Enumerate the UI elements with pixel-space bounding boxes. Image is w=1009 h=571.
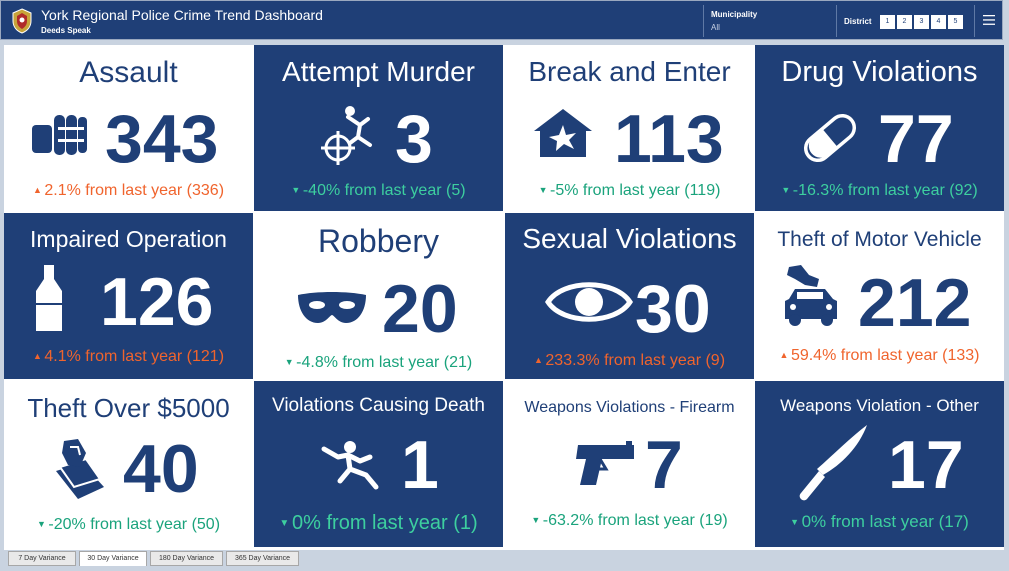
card-value: 17	[888, 427, 964, 503]
fist-icon	[32, 115, 87, 155]
crosshair-falling-person-icon	[321, 106, 372, 165]
card-title: Attempt Murder	[282, 56, 475, 87]
district-label: District	[844, 17, 872, 26]
card-value: 40	[123, 431, 199, 507]
tab-30-day-variance[interactable]: 30 Day Variance	[79, 551, 147, 566]
card-title: Drug Violations	[781, 56, 978, 88]
card-change: ▼ -20% from last year (50)	[36, 516, 221, 533]
falling-person-icon	[321, 441, 379, 490]
increase-arrow-icon: ▲	[32, 351, 45, 361]
page-title: York Regional Police Crime Trend Dashboa…	[41, 7, 323, 23]
tab-365-day-variance[interactable]: 365 Day Variance	[226, 551, 299, 566]
card-value: 113	[614, 101, 724, 177]
increase-arrow-icon: ▲	[779, 350, 791, 360]
card-change: ▼ -63.2% from last year (19)	[531, 512, 728, 529]
card-title: Weapons Violations - Firearm	[524, 399, 735, 416]
decrease-arrow-icon: ▼	[781, 185, 793, 195]
card-value: 7	[645, 427, 683, 503]
decrease-arrow-icon: ▼	[531, 515, 543, 525]
card-title: Impaired Operation	[30, 226, 227, 252]
hamburger-menu-icon[interactable]	[983, 15, 995, 25]
card-value: 20	[382, 271, 458, 347]
dashboard-header: York Regional Police Crime Trend Dashboa…	[0, 0, 1003, 40]
card-theft-of-motor-vehicle: Theft of Motor Vehicle 212 ▲ 59.4% from …	[755, 213, 1004, 379]
card-change: ▲ 233.3% from last year (9)	[533, 352, 726, 369]
district-button-3[interactable]: 3	[914, 15, 929, 29]
card-value: 1	[401, 427, 439, 503]
card-theft-over-5000: Theft Over $5000 40 ▼ -20% from last yea…	[4, 381, 253, 547]
card-value: 30	[635, 271, 711, 347]
card-change: ▼ -16.3% from last year (92)	[781, 182, 978, 199]
card-change: ▲ 2.1% from last year (336)	[32, 182, 225, 199]
card-drug-violations: Drug Violations 77 ▼ -16.3% from last ye…	[755, 45, 1004, 211]
card-attempt-murder: Attempt Murder 3 ▼ -40% from last year (…	[254, 45, 503, 211]
card-change: ▼ -4.8% from last year (21)	[284, 354, 473, 371]
card-change: ▲ 4.1% from last year (121)	[32, 348, 225, 365]
card-value: 77	[878, 101, 954, 177]
district-button-1[interactable]: 1	[880, 15, 895, 29]
decrease-arrow-icon: ▼	[284, 357, 297, 367]
card-title: Assault	[79, 56, 178, 89]
card-value: 3	[395, 101, 433, 177]
card-change: ▼ 0% from last year (1)	[279, 512, 478, 534]
police-crest-icon	[12, 8, 32, 34]
card-weapons-violations-firearm: Weapons Violations - Firearm 7 ▼ -63.2% …	[505, 381, 754, 547]
pill-icon	[803, 113, 857, 163]
card-title: Robbery	[318, 223, 439, 259]
card-weapons-violation-other: Weapons Violation - Other 17 ▼ 0% from l…	[755, 381, 1004, 547]
card-sexual-violations: Sexual Violations 30 ▲ 233.3% from last …	[505, 213, 754, 379]
card-break-and-enter: Break and Enter 113 ▼ -5% from last year…	[505, 45, 754, 211]
municipality-label: Municipality	[711, 10, 758, 19]
eye-icon	[545, 282, 633, 322]
hand-money-icon	[56, 439, 104, 499]
decrease-arrow-icon: ▼	[36, 519, 49, 529]
card-title: Theft of Motor Vehicle	[777, 228, 982, 251]
bottle-icon	[36, 265, 62, 331]
card-value: 126	[100, 264, 214, 340]
card-title: Weapons Violation - Other	[780, 396, 979, 415]
card-change: ▼ 0% from last year (17)	[790, 512, 969, 531]
card-change: ▼ -5% from last year (119)	[538, 182, 721, 199]
header-divider	[703, 5, 704, 37]
page-subtitle: Deeds Speak	[41, 26, 91, 35]
decrease-arrow-icon: ▼	[538, 185, 550, 195]
decrease-arrow-icon: ▼	[279, 518, 293, 529]
tab-180-day-variance[interactable]: 180 Day Variance	[150, 551, 223, 566]
mask-icon	[298, 292, 366, 323]
hand-car-icon	[785, 265, 837, 326]
card-value: 212	[858, 265, 972, 341]
card-change: ▲ 59.4% from last year (133)	[779, 347, 980, 364]
card-title: Sexual Violations	[522, 223, 737, 254]
card-value: 343	[105, 101, 219, 177]
card-title: Break and Enter	[528, 56, 731, 87]
card-robbery: Robbery 20 ▼ -4.8% from last year (21)	[254, 213, 503, 379]
district-button-5[interactable]: 5	[948, 15, 963, 29]
house-break-icon	[534, 109, 592, 157]
card-change: ▼ -40% from last year (5)	[291, 182, 466, 199]
card-title: Theft Over $5000	[27, 393, 230, 423]
header-divider	[974, 5, 975, 37]
decrease-arrow-icon: ▼	[291, 185, 303, 195]
tab-7-day-variance[interactable]: 7 Day Variance	[8, 551, 76, 566]
handgun-icon	[576, 441, 634, 485]
municipality-selector[interactable]: All	[711, 23, 720, 32]
decrease-arrow-icon: ▼	[790, 517, 802, 527]
card-impaired-operation: Impaired Operation 126 ▲ 4.1% from last …	[4, 213, 253, 379]
indicator-grid: Assault 343 ▲ 2.1% from last year (336) …	[4, 45, 1004, 550]
card-assault: Assault 343 ▲ 2.1% from last year (336)	[4, 45, 253, 211]
increase-arrow-icon: ▲	[32, 185, 45, 195]
district-button-4[interactable]: 4	[931, 15, 946, 29]
knife-icon	[799, 425, 867, 501]
card-title: Violations Causing Death	[271, 395, 485, 416]
header-divider	[836, 5, 837, 37]
card-violations-causing-death: Violations Causing Death 1 ▼ 0% from las…	[254, 381, 503, 547]
increase-arrow-icon: ▲	[533, 355, 546, 365]
district-button-2[interactable]: 2	[897, 15, 912, 29]
